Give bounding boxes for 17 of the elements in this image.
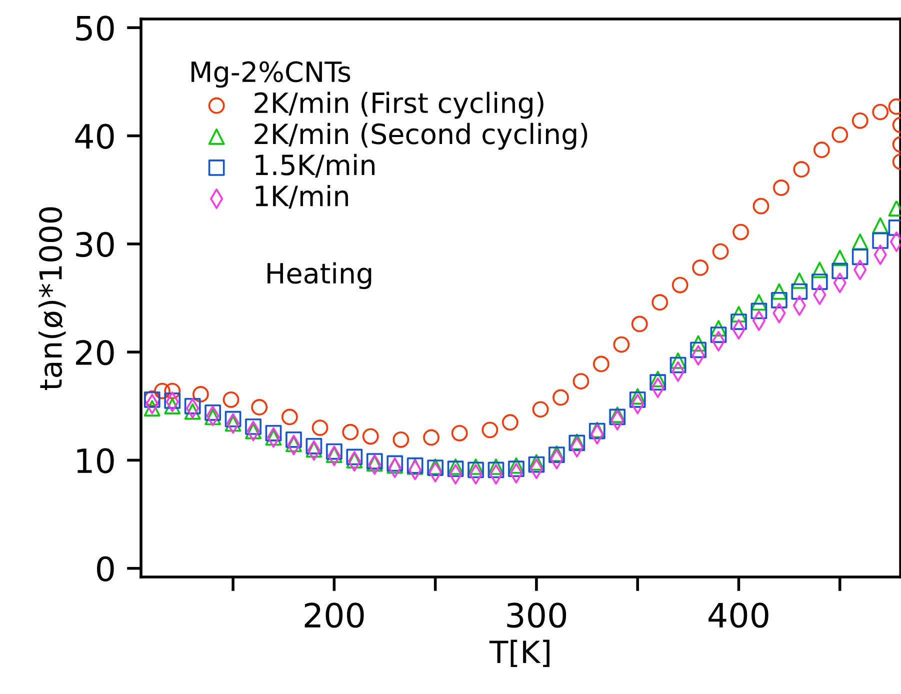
x-axis-title: T[K] <box>489 640 550 668</box>
legend-label: 2K/min (Second cycling) <box>254 122 588 150</box>
legend-label: 1K/min <box>256 184 348 209</box>
legend-title: Mg-2%CNTs <box>192 61 350 88</box>
x-tick-label: 200 <box>304 602 364 628</box>
y-tick-label: 50 <box>76 16 114 41</box>
legend-label: 1.5K/min <box>256 154 374 178</box>
annotation: Heating <box>268 262 372 290</box>
y-tick-label: 10 <box>77 448 114 474</box>
y-tick-label: 0 <box>96 556 114 582</box>
y-tick-label: 20 <box>76 340 114 366</box>
x-tick-label: 300 <box>507 602 566 628</box>
y-tick-label: 30 <box>76 232 114 258</box>
y-tick-label: 40 <box>75 124 114 149</box>
legend-label: 2K/min (First cycling) <box>254 92 544 119</box>
x-tick-label: 400 <box>708 602 768 628</box>
y-axis-title: tan(ø)*1000 <box>38 207 66 390</box>
